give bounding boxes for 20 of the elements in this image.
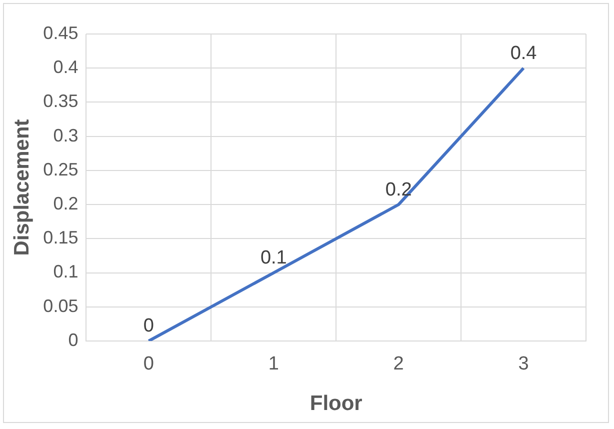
y-tick-label: 0.25 <box>43 159 78 180</box>
y-tick-label: 0.3 <box>53 125 78 146</box>
x-tick-label: 3 <box>518 354 529 375</box>
y-tick-label: 0.35 <box>43 91 78 112</box>
y-tick-label: 0.05 <box>43 296 78 316</box>
y-tick-label: 0 <box>68 330 78 350</box>
y-tick-label: 0.1 <box>53 262 78 282</box>
x-tick-label: 0 <box>143 354 154 375</box>
y-tick-label: 0.2 <box>53 194 78 214</box>
y-tick-label: 0.15 <box>43 228 78 248</box>
x-axis-title: Floor <box>310 392 362 416</box>
x-tick-label: 1 <box>268 354 279 375</box>
x-tick-label: 2 <box>393 354 404 375</box>
data-label: 0 <box>143 316 154 337</box>
data-label: 0.2 <box>385 179 412 200</box>
data-label: 0.1 <box>260 248 287 269</box>
y-tick-label: 0.4 <box>53 57 78 78</box>
y-tick-label: 0.45 <box>43 22 78 43</box>
y-axis-title: Displacement <box>10 119 34 256</box>
data-label: 0.4 <box>510 42 538 64</box>
